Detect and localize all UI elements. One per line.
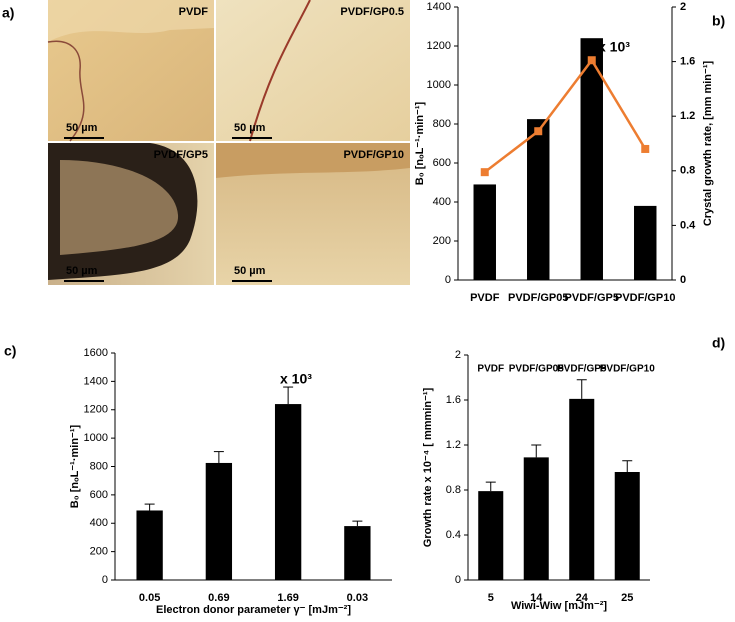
bar <box>569 398 595 580</box>
y-tick-label: 0 <box>445 274 451 286</box>
annotation: x 10³ <box>598 39 630 55</box>
x-tick-label: 0.03 <box>347 592 368 604</box>
x-tick-label: PVDF/GP10 <box>615 292 676 304</box>
y-tick-label: 0 <box>102 574 108 586</box>
bar <box>523 457 549 580</box>
y2-axis-label: Crystal growth rate, [mm min⁻¹] <box>702 60 714 226</box>
panel-label: a) <box>2 5 14 21</box>
image-region <box>60 160 179 255</box>
bar <box>136 510 163 580</box>
micrographs <box>47 0 410 285</box>
y-axis-label: Growth rate x 10⁻⁴ [ mmmin⁻¹] <box>422 387 434 547</box>
error-bar <box>144 503 155 511</box>
group-label: PVDF <box>477 364 504 375</box>
error-bar <box>576 379 587 399</box>
bar <box>274 404 302 580</box>
scale-label: 50 µm <box>66 265 98 277</box>
x-tick-label: 14 <box>530 592 543 604</box>
panel-label: c) <box>4 343 16 359</box>
y-tick-label: 1400 <box>427 1 451 13</box>
y2-tick-label: 1.2 <box>680 110 695 122</box>
error-bar <box>213 451 224 463</box>
bar <box>634 205 657 280</box>
annotation: x 10³ <box>280 371 312 387</box>
film-edge <box>47 40 85 142</box>
y-tick-label: 2 <box>455 349 461 361</box>
x-tick-label: PVDF/GP5 <box>565 292 619 304</box>
line <box>483 58 647 174</box>
x-tick-label: PVDF/GP05 <box>508 292 569 304</box>
panel-label: d) <box>712 335 725 351</box>
y-tick-label: 400 <box>433 196 451 208</box>
x-tick-label: PVDF <box>470 292 500 304</box>
error-bar <box>485 481 496 492</box>
micrograph <box>216 0 410 141</box>
micrograph-label: PVDF/GP0.5 <box>340 6 404 18</box>
micrograph-label: PVDF/GP5 <box>154 149 208 161</box>
y-tick-label: 1200 <box>427 40 451 52</box>
bar <box>344 526 371 580</box>
bar <box>527 119 550 280</box>
x-tick-label: 24 <box>576 592 589 604</box>
y-axis-label: B₀ [nₒL⁻¹·min⁻¹] <box>69 424 81 508</box>
point <box>534 127 543 136</box>
y-tick-label: 0 <box>455 574 461 586</box>
y-tick-label: 800 <box>90 460 108 472</box>
x-tick-label: 0.69 <box>208 592 229 604</box>
y-tick-label: 1600 <box>84 347 108 359</box>
bar <box>205 462 233 580</box>
x-axis-label: Wiwi-Wiw [mJm⁻²] <box>511 600 607 612</box>
film-edge <box>249 0 311 142</box>
scale-label: 50 µm <box>234 265 266 277</box>
y-tick-label: 1200 <box>84 404 108 416</box>
point <box>587 56 596 65</box>
image-region <box>216 143 410 178</box>
y-tick-label: 1.2 <box>446 439 461 451</box>
y-tick-label: 1000 <box>427 79 451 91</box>
y-tick-label: 600 <box>433 157 451 169</box>
y-tick-label: 1400 <box>84 375 108 387</box>
x-tick-label: 1.69 <box>277 592 298 604</box>
y-axis-label: B₀ [nₒL⁻¹·min⁻¹] <box>414 101 426 185</box>
error-bar <box>531 444 542 458</box>
image-region <box>48 0 214 42</box>
panel-label: b) <box>712 13 725 29</box>
x-tick-label: 5 <box>488 592 494 604</box>
bar <box>580 38 603 281</box>
error-bar <box>352 520 363 527</box>
x-axis-label: Electron donor parameter γ⁻ [mJm⁻²] <box>156 604 351 616</box>
bar <box>478 491 504 580</box>
y-tick-label: 1000 <box>84 432 108 444</box>
y2-tick-label: 0 <box>680 274 686 286</box>
y-tick-label: 1.6 <box>446 394 461 406</box>
y2-tick-label: 0.8 <box>680 165 695 177</box>
bar <box>473 184 496 280</box>
bar <box>614 472 640 580</box>
x-tick-label: 25 <box>621 592 633 604</box>
y-tick-label: 400 <box>90 517 108 529</box>
group-label: PVDF/GP10 <box>600 364 655 375</box>
y2-tick-label: 1.6 <box>680 56 695 68</box>
scale-label: 50 µm <box>234 122 266 134</box>
micrograph-label: PVDF/GP10 <box>343 149 404 161</box>
micrograph-label: PVDF <box>179 6 209 18</box>
y2-tick-label: 2 <box>680 1 686 13</box>
y-tick-label: 600 <box>90 489 108 501</box>
y-tick-label: 0.4 <box>446 529 461 541</box>
group-label: PVDF/GP05 <box>509 364 564 375</box>
x-tick-label: 0.05 <box>139 592 160 604</box>
scale-label: 50 µm <box>66 122 98 134</box>
y-tick-label: 200 <box>433 235 451 247</box>
y-tick-label: 800 <box>433 118 451 130</box>
error-bar <box>283 386 294 405</box>
y-tick-label: 200 <box>90 546 108 558</box>
y-tick-label: 0.8 <box>446 484 461 496</box>
group-label: PVDF/GP5 <box>557 364 607 375</box>
y2-tick-label: 0.4 <box>680 219 696 231</box>
error-bar <box>622 460 633 472</box>
point <box>480 168 489 177</box>
point <box>641 144 650 153</box>
